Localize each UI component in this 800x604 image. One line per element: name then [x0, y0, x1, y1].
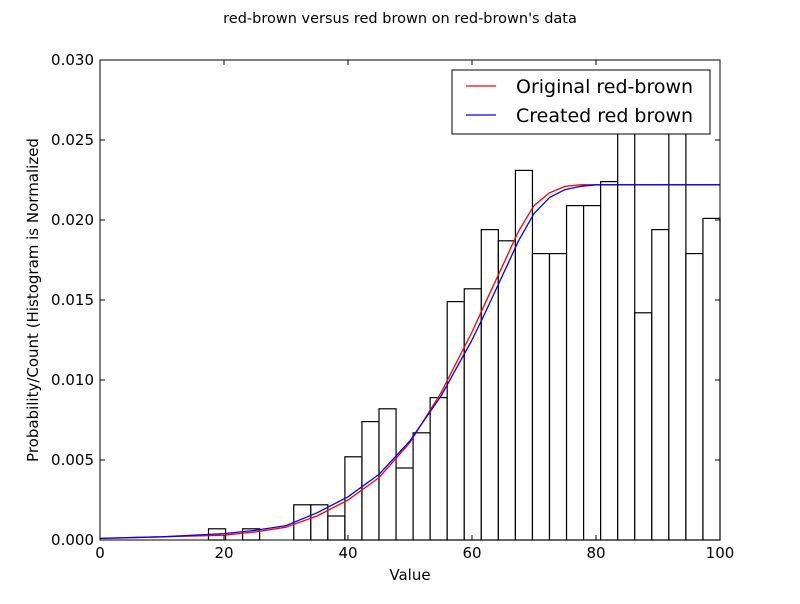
- y-tick-label-4: 0.020: [51, 211, 94, 229]
- histogram-bar-9: [412, 432, 431, 541]
- legend-box: [451, 69, 711, 135]
- y-tick-label-3: 0.015: [51, 291, 94, 309]
- histogram-bar-2: [293, 504, 312, 541]
- fitted-curves: [99, 184, 720, 540]
- histogram-bar-14: [497, 240, 517, 541]
- legend-label-original: Original red-brown: [516, 76, 693, 98]
- y-tick-label-1: 0.005: [51, 451, 94, 469]
- histogram-bar-20: [600, 181, 619, 541]
- histogram-bar-13: [480, 229, 499, 541]
- histogram-bar-11: [446, 301, 465, 541]
- x-tick-label-2: 40: [338, 544, 357, 562]
- x-axis-ticks: 0 20 40 60 80 100: [95, 60, 734, 562]
- histogram-bar-10: [429, 397, 448, 541]
- histogram-bar-8: [395, 467, 414, 541]
- histogram-bar-18: [565, 205, 585, 541]
- histogram-bar-19: [582, 205, 602, 541]
- y-axis-label: Probability/Count (Histogram is Normaliz…: [24, 138, 42, 462]
- histogram-bar-23: [651, 229, 670, 541]
- histogram-bar-15: [514, 169, 534, 541]
- x-tick-label-5: 100: [706, 544, 735, 562]
- x-tick-label-3: 60: [462, 544, 481, 562]
- histogram-bar-3: [310, 504, 329, 541]
- y-tick-label-0: 0.000: [51, 531, 94, 549]
- series-line-created: [99, 184, 720, 540]
- histogram-bar-17: [548, 253, 568, 541]
- y-tick-label-5: 0.025: [51, 131, 94, 149]
- y-tick-label-6: 0.030: [51, 51, 94, 69]
- histogram-bars: [207, 121, 721, 541]
- y-axis-ticks: 0.000 0.005 0.010 0.015 0.020 0.025 0.030: [51, 51, 720, 549]
- histogram-bar-25: [685, 253, 704, 541]
- x-tick-label-4: 80: [586, 544, 605, 562]
- histogram-bar-22: [634, 312, 653, 541]
- x-tick-label-1: 20: [214, 544, 233, 562]
- y-tick-label-2: 0.010: [51, 371, 94, 389]
- series-line-original: [99, 184, 720, 540]
- histogram-bar-26: [702, 217, 721, 541]
- x-axis-label: Value: [389, 566, 430, 584]
- histogram-bar-4: [327, 515, 346, 541]
- chart-title: red-brown versus red brown on red-brown'…: [223, 11, 577, 27]
- histogram-bar-16: [531, 253, 551, 541]
- histogram-bar-5: [344, 456, 363, 541]
- legend-label-created: Created red brown: [516, 105, 693, 127]
- x-tick-label-0: 0: [95, 544, 105, 562]
- legend: Original red-brown Created red brown: [451, 69, 711, 135]
